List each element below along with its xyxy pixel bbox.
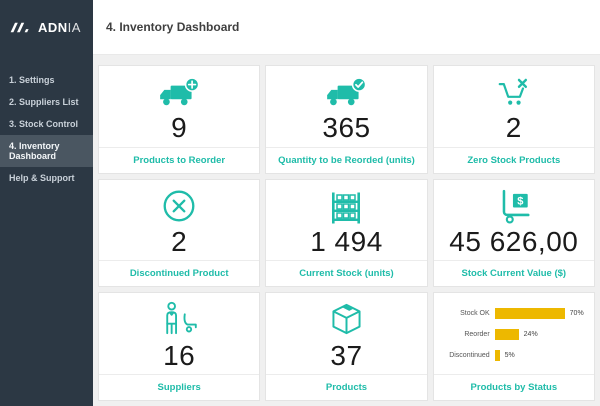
kpi-label: Current Stock (units) — [266, 260, 427, 286]
chart-value-label: 24% — [523, 331, 538, 339]
kpi-card-products-to-reorder: 9 Products to Reorder — [98, 65, 261, 174]
kpi-card-quantity-to-reorder: 365 Quantity to be Reorded (units) — [265, 65, 428, 174]
kpi-card-suppliers: 16 Suppliers — [98, 292, 261, 401]
brand-name: ADNIA — [38, 20, 81, 35]
kpi-label: Products to Reorder — [99, 146, 260, 173]
svg-text:$: $ — [517, 195, 523, 207]
sidebar-item-settings[interactable]: 1. Settings — [9, 75, 55, 85]
kpi-label: Products — [266, 373, 427, 400]
brand-name-light: IA — [67, 20, 81, 35]
chart-row: Reorder 24% — [438, 329, 586, 341]
page-title: 4. Inventory Dashboard — [106, 20, 240, 34]
kpi-label: Quantity to be Reorded (units) — [266, 146, 427, 173]
brand-logo: ADNIA — [0, 0, 93, 55]
kpi-value: 365 — [322, 112, 371, 144]
sidebar: ADNIA 1. Settings 2. Suppliers List 3. S… — [0, 0, 93, 406]
chart-row: Stock OK 70% — [438, 308, 586, 320]
kpi-card-stock-value: $ 45 626,00 Stock Current Value ($) — [432, 178, 595, 288]
chart-bar — [494, 329, 519, 341]
sidebar-item-help-support[interactable]: Help & Support — [9, 173, 75, 183]
chart-bar — [494, 350, 500, 362]
kpi-value: 16 — [163, 339, 196, 371]
main-area: 4. Inventory Dashboard 9 Products to Reo — [93, 0, 600, 406]
person-dolly-icon — [99, 293, 259, 337]
kpi-value: 45 626,00 — [449, 225, 579, 257]
box-icon — [266, 293, 426, 337]
brand-name-bold: ADN — [38, 20, 68, 35]
kpi-value: 9 — [171, 112, 188, 144]
cart-x-icon — [434, 66, 594, 110]
chart-category-label: Reorder — [464, 331, 490, 339]
chart-value-label: 70% — [569, 310, 584, 318]
kpi-value: 37 — [330, 339, 363, 371]
dashboard-grid: 9 Products to Reorder 365 Quantity t — [93, 55, 600, 406]
kpi-value: 1 494 — [310, 225, 383, 257]
shelf-icon — [266, 180, 426, 224]
kpi-label: Products by Status — [433, 373, 594, 400]
kpi-card-zero-stock: 2 Zero Stock Products — [432, 65, 595, 174]
kpi-label: Stock Current Value ($) — [433, 260, 594, 286]
dolly-dollar-icon: $ — [434, 180, 594, 224]
kpi-value: 2 — [505, 112, 522, 144]
sidebar-item-suppliers-list[interactable]: 2. Suppliers List — [9, 97, 79, 107]
truck-plus-icon — [99, 66, 259, 110]
sidebar-item-inventory-dashboard[interactable]: 4. Inventory Dashboard — [0, 135, 93, 167]
status-chart: Stock OK 70% Reorder 24% Discontinued 5% — [434, 293, 594, 374]
kpi-card-products-by-status: Stock OK 70% Reorder 24% Discontinued 5% Prod… — [432, 292, 595, 401]
kpi-label: Zero Stock Products — [433, 146, 594, 173]
kpi-label: Suppliers — [99, 373, 260, 400]
circle-x-icon — [99, 180, 259, 224]
kpi-label: Discontinued Product — [99, 260, 260, 286]
kpi-card-current-stock: 1 494 Current Stock (units) — [265, 178, 428, 288]
adnia-logo-icon — [10, 22, 29, 33]
truck-check-icon — [266, 66, 426, 110]
chart-category-label: Discontinued — [449, 352, 490, 360]
chart-category-label: Stock OK — [460, 310, 490, 318]
chart-row: Discontinued 5% — [438, 350, 586, 362]
kpi-card-products: 37 Products — [265, 292, 428, 401]
kpi-card-discontinued: 2 Discontinued Product — [98, 178, 261, 288]
chart-value-label: 5% — [504, 352, 515, 360]
chart-bar — [494, 308, 565, 320]
kpi-value: 2 — [171, 225, 188, 257]
page-header: 4. Inventory Dashboard — [93, 0, 600, 55]
sidebar-menu: 1. Settings 2. Suppliers List 3. Stock C… — [0, 69, 93, 189]
sidebar-item-stock-control[interactable]: 3. Stock Control — [9, 119, 79, 129]
